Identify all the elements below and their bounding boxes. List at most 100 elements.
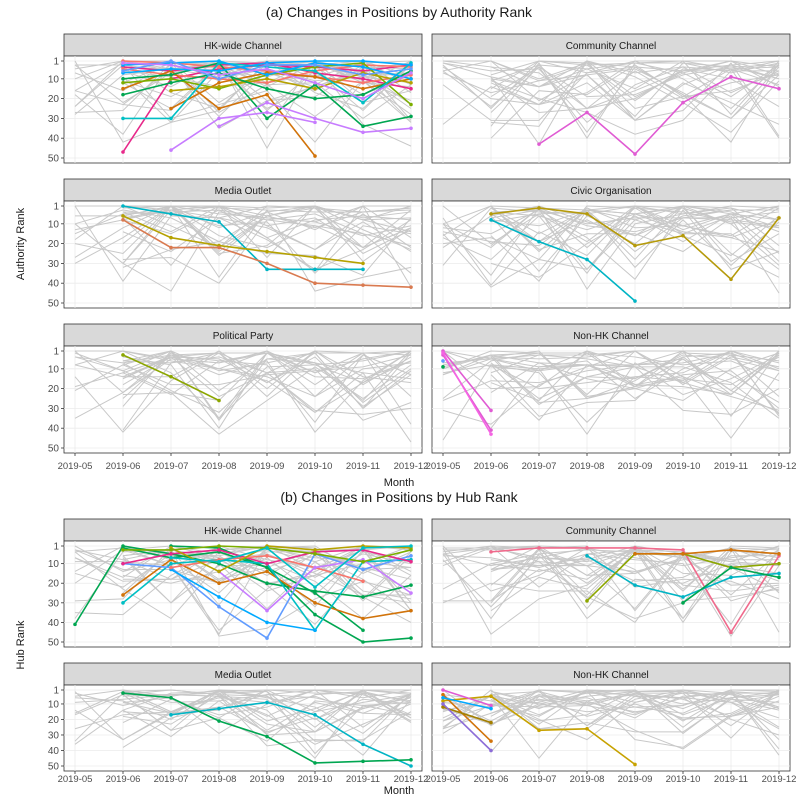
background-line	[442, 689, 780, 733]
y-tick-label: 20	[48, 239, 60, 250]
background-line	[74, 354, 412, 392]
background-line	[490, 209, 780, 271]
series	[441, 351, 493, 436]
series-line	[122, 354, 220, 402]
x-tick-label: 2019-11	[714, 461, 748, 472]
y-tick-label: 30	[48, 259, 60, 270]
y-tick-label: 50	[48, 638, 60, 649]
y-axis-label: Hub Rank	[15, 620, 27, 669]
series	[441, 705, 493, 725]
y-tick-label: 50	[48, 444, 60, 455]
y-tick-label: 40	[48, 618, 60, 629]
x-tick-label: 2019-08	[570, 774, 605, 785]
chart-title: (b) Changes in Positions by Hub Rank	[280, 489, 518, 505]
background-line	[442, 205, 780, 286]
facet-title: Non-HK Channel	[573, 670, 649, 681]
facet-panel: Non-HK Channel 2019-05 2019-06 2019-07 2019-…	[426, 323, 797, 472]
x-tick-label: 2019-08	[202, 774, 237, 785]
series	[441, 365, 445, 369]
series-line	[122, 215, 364, 265]
background-line	[443, 545, 779, 576]
series-line	[170, 701, 412, 767]
background-line	[490, 545, 780, 620]
x-tick-label: 2019-10	[298, 461, 333, 472]
background-line	[442, 354, 780, 436]
background-line	[442, 209, 780, 235]
data-point	[441, 365, 445, 369]
background-line	[442, 60, 780, 98]
chart-title: (a) Changes in Positions by Authority Ra…	[266, 4, 533, 20]
facet-title: Civic Organisation	[570, 186, 651, 197]
background-line	[122, 689, 412, 735]
y-tick-label: 30	[48, 598, 60, 609]
y-tick-label: 1	[53, 686, 59, 697]
x-tick-label: 2019-12	[762, 461, 797, 472]
series-line	[442, 689, 492, 707]
background-line	[442, 350, 780, 403]
y-tick-label: 40	[48, 424, 60, 435]
series	[121, 204, 365, 272]
series	[633, 548, 781, 556]
y-tick-label: 20	[48, 384, 60, 395]
x-tick-label: 2019-06	[106, 461, 141, 472]
background-line	[442, 205, 780, 270]
facet-panel: Political Party 1 10 20 30 40 50 2019-05 2019-06…	[48, 323, 429, 472]
series-line	[442, 352, 492, 435]
series-line	[170, 111, 316, 151]
background-line	[490, 691, 780, 727]
series	[169, 110, 317, 152]
x-tick-label: 2019-05	[58, 461, 93, 472]
background-line	[442, 205, 780, 266]
x-tick-label: 2019-10	[666, 461, 701, 472]
background-line	[490, 66, 780, 98]
y-tick-label: 30	[48, 730, 60, 741]
facet-title: Non-HK Channel	[573, 331, 649, 342]
background-trajectories	[74, 689, 412, 760]
x-tick-label: 2019-12	[394, 461, 429, 472]
series-line	[122, 549, 412, 565]
series-line	[74, 545, 412, 625]
background-line	[122, 356, 412, 398]
background-trajectories	[442, 60, 780, 146]
x-tick-label: 2019-06	[474, 461, 509, 472]
x-tick-label: 2019-10	[298, 774, 333, 785]
series-line	[122, 60, 412, 80]
background-line	[74, 209, 412, 239]
x-tick-label: 2019-11	[346, 461, 380, 472]
background-line	[74, 545, 412, 596]
facet-title: Community Channel	[566, 526, 657, 537]
series-line	[122, 219, 412, 288]
series	[121, 59, 413, 81]
x-tick-label: 2019-09	[250, 774, 285, 785]
series-line	[122, 62, 412, 128]
background-trajectories	[74, 205, 412, 292]
series-line	[122, 60, 412, 80]
facet-title: HK-wide Channel	[204, 41, 282, 52]
background-line	[442, 205, 780, 249]
x-tick-label: 2019-05	[426, 461, 461, 472]
x-tick-label: 2019-12	[394, 774, 429, 785]
y-tick-label: 10	[48, 559, 60, 570]
background-line	[122, 217, 412, 276]
background-line	[490, 70, 780, 113]
background-line	[74, 549, 411, 596]
background-line	[442, 350, 780, 396]
series	[489, 218, 637, 303]
series	[441, 359, 445, 363]
series-line	[122, 558, 412, 620]
series-line	[170, 545, 412, 573]
series-line	[218, 558, 412, 612]
series-line	[490, 547, 780, 634]
x-tick-label: 2019-11	[346, 774, 380, 785]
x-tick-label: 2019-05	[58, 774, 93, 785]
background-line	[74, 350, 412, 404]
y-tick-label: 50	[48, 762, 60, 773]
series	[441, 692, 493, 743]
y-tick-label: 1	[53, 57, 59, 68]
series	[169, 700, 413, 768]
background-line	[122, 205, 412, 253]
background-line	[442, 691, 780, 741]
background-line	[122, 689, 412, 734]
series-line	[635, 549, 780, 555]
